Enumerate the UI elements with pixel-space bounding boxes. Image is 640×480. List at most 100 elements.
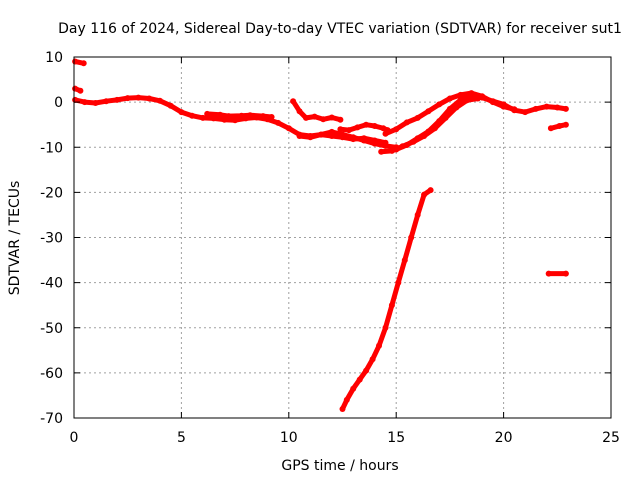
data-point <box>401 257 408 264</box>
data-point <box>178 109 185 116</box>
data-point <box>532 105 539 112</box>
data-point <box>500 103 507 110</box>
data-point <box>408 234 415 241</box>
data-point <box>80 60 87 67</box>
data-point <box>114 96 120 103</box>
data-point <box>350 136 357 143</box>
x-tick-label: 25 <box>602 430 620 446</box>
data-point <box>296 133 303 139</box>
chart-title: Day 116 of 2024, Sidereal Day-to-day VTE… <box>58 21 622 37</box>
data-point <box>545 270 552 277</box>
data-point <box>328 133 335 139</box>
data-point <box>421 133 428 139</box>
data-point <box>421 191 428 198</box>
data-point <box>363 367 370 374</box>
data-point <box>303 114 309 121</box>
data-point <box>189 112 196 119</box>
data-point <box>453 104 460 111</box>
data-point <box>247 112 254 119</box>
data-point <box>547 125 554 132</box>
data-point <box>343 396 350 403</box>
data-point <box>345 127 352 134</box>
data-point <box>446 95 453 102</box>
data-point <box>328 114 335 121</box>
data-point <box>489 99 496 106</box>
data-point <box>337 116 344 123</box>
data-point <box>442 114 449 121</box>
data-points-layer <box>72 58 569 412</box>
data-point <box>378 148 385 155</box>
data-point <box>511 106 518 113</box>
data-point <box>135 94 142 101</box>
data-point <box>562 270 569 277</box>
data-point <box>414 211 421 218</box>
y-tick-label: -40 <box>40 276 63 292</box>
data-point <box>363 121 370 128</box>
data-point <box>77 87 84 94</box>
data-point <box>554 104 561 111</box>
data-point <box>268 114 275 120</box>
data-point <box>543 103 550 110</box>
data-point <box>562 105 569 112</box>
y-tick-label: -60 <box>40 366 63 382</box>
data-point <box>414 114 421 121</box>
data-point <box>260 113 266 120</box>
x-tick-label: 0 <box>70 430 79 446</box>
data-point <box>311 113 318 120</box>
data-point <box>431 125 438 132</box>
y-tick-label: 0 <box>54 95 63 111</box>
data-point <box>318 131 324 138</box>
data-point <box>350 385 357 392</box>
data-point <box>361 135 367 142</box>
x-tick-label: 5 <box>177 430 186 446</box>
y-tick-label: -30 <box>40 231 63 247</box>
data-point <box>72 85 79 92</box>
data-point <box>371 137 378 144</box>
data-point <box>124 95 131 102</box>
data-point <box>238 112 245 119</box>
data-point <box>393 126 400 133</box>
data-point <box>522 109 529 116</box>
data-point <box>427 187 434 194</box>
data-point <box>285 125 292 132</box>
y-axis-label: SDTVAR / TECUs <box>7 181 23 296</box>
data-point <box>320 116 327 123</box>
data-point <box>307 134 314 141</box>
data-point <box>382 139 389 146</box>
data-point <box>81 99 88 106</box>
data-point <box>376 342 382 349</box>
data-point <box>399 143 406 150</box>
data-point <box>156 97 163 104</box>
data-point <box>204 110 211 117</box>
data-point <box>468 90 475 97</box>
data-point <box>296 108 303 115</box>
y-tick-label: -50 <box>40 321 63 337</box>
data-point <box>354 124 361 131</box>
x-axis-label: GPS time / hours <box>281 458 398 474</box>
data-point <box>146 95 153 102</box>
x-tick-label: 15 <box>387 430 405 446</box>
data-point <box>403 119 410 126</box>
data-point <box>457 91 464 98</box>
data-point <box>339 134 346 141</box>
data-point <box>410 138 417 145</box>
axis-ticks: 0 5 10 15 20 25 10 0 -10 -20 -30 -40 -50 -60 -70 <box>40 50 620 446</box>
data-point <box>232 117 239 124</box>
data-point <box>92 100 99 106</box>
data-point <box>382 130 389 137</box>
data-point <box>275 119 282 126</box>
y-tick-label: -70 <box>40 411 63 427</box>
data-point <box>556 123 563 129</box>
data-point <box>395 279 402 286</box>
data-point <box>167 102 174 109</box>
series-track-evening-rise-lower <box>378 96 481 155</box>
data-point <box>199 114 206 121</box>
grid-lines <box>74 57 611 418</box>
y-tick-label: 10 <box>45 50 63 66</box>
data-point <box>217 111 224 118</box>
data-point <box>474 95 481 102</box>
x-tick-label: 20 <box>495 430 513 446</box>
data-point <box>339 406 346 412</box>
